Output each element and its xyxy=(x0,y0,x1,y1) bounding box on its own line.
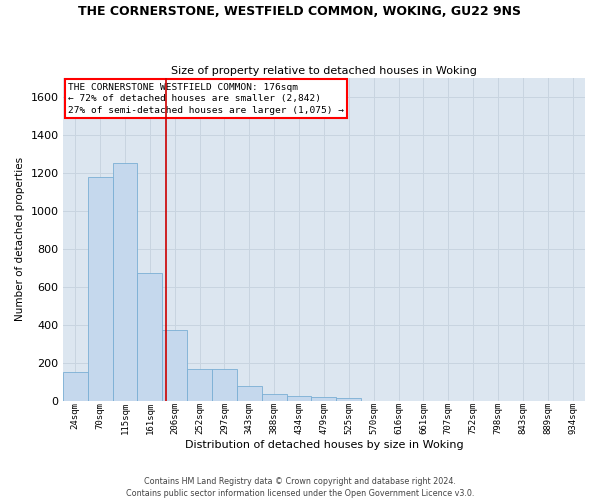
Bar xyxy=(287,396,311,401)
Bar xyxy=(63,372,88,401)
Title: Size of property relative to detached houses in Woking: Size of property relative to detached ho… xyxy=(171,66,477,76)
Bar xyxy=(113,163,137,401)
Bar xyxy=(163,330,187,401)
Text: Contains HM Land Registry data © Crown copyright and database right 2024.
Contai: Contains HM Land Registry data © Crown c… xyxy=(126,476,474,498)
X-axis label: Distribution of detached houses by size in Woking: Distribution of detached houses by size … xyxy=(185,440,463,450)
Bar xyxy=(212,370,237,401)
Bar xyxy=(88,178,113,401)
Bar xyxy=(262,394,287,401)
Y-axis label: Number of detached properties: Number of detached properties xyxy=(15,157,25,322)
Text: THE CORNERSTONE WESTFIELD COMMON: 176sqm
← 72% of detached houses are smaller (2: THE CORNERSTONE WESTFIELD COMMON: 176sqm… xyxy=(68,82,344,115)
Bar xyxy=(311,397,337,401)
Bar xyxy=(187,370,212,401)
Bar xyxy=(237,386,262,401)
Text: THE CORNERSTONE, WESTFIELD COMMON, WOKING, GU22 9NS: THE CORNERSTONE, WESTFIELD COMMON, WOKIN… xyxy=(79,5,521,18)
Bar xyxy=(137,274,163,401)
Bar xyxy=(337,398,361,401)
